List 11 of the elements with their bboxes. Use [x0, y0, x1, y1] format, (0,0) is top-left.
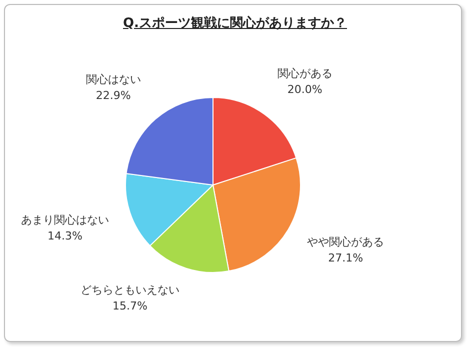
- slice-label: やや関心がある: [307, 235, 384, 248]
- data-label: 14.3%: [47, 230, 82, 243]
- slice-label: あまり関心はない: [20, 214, 109, 227]
- slice-label: 関心はない: [86, 72, 141, 86]
- chart-title: Q.スポーツ観戦に関心がありますか？: [122, 14, 348, 32]
- data-label: 15.7%: [112, 300, 148, 313]
- data-label: 27.1%: [328, 251, 364, 264]
- data-label: 22.9%: [96, 88, 131, 102]
- data-label: 20.0%: [287, 82, 322, 96]
- slice-label: どちらともいえない: [80, 284, 180, 297]
- slice-label: 関心がある: [277, 66, 332, 80]
